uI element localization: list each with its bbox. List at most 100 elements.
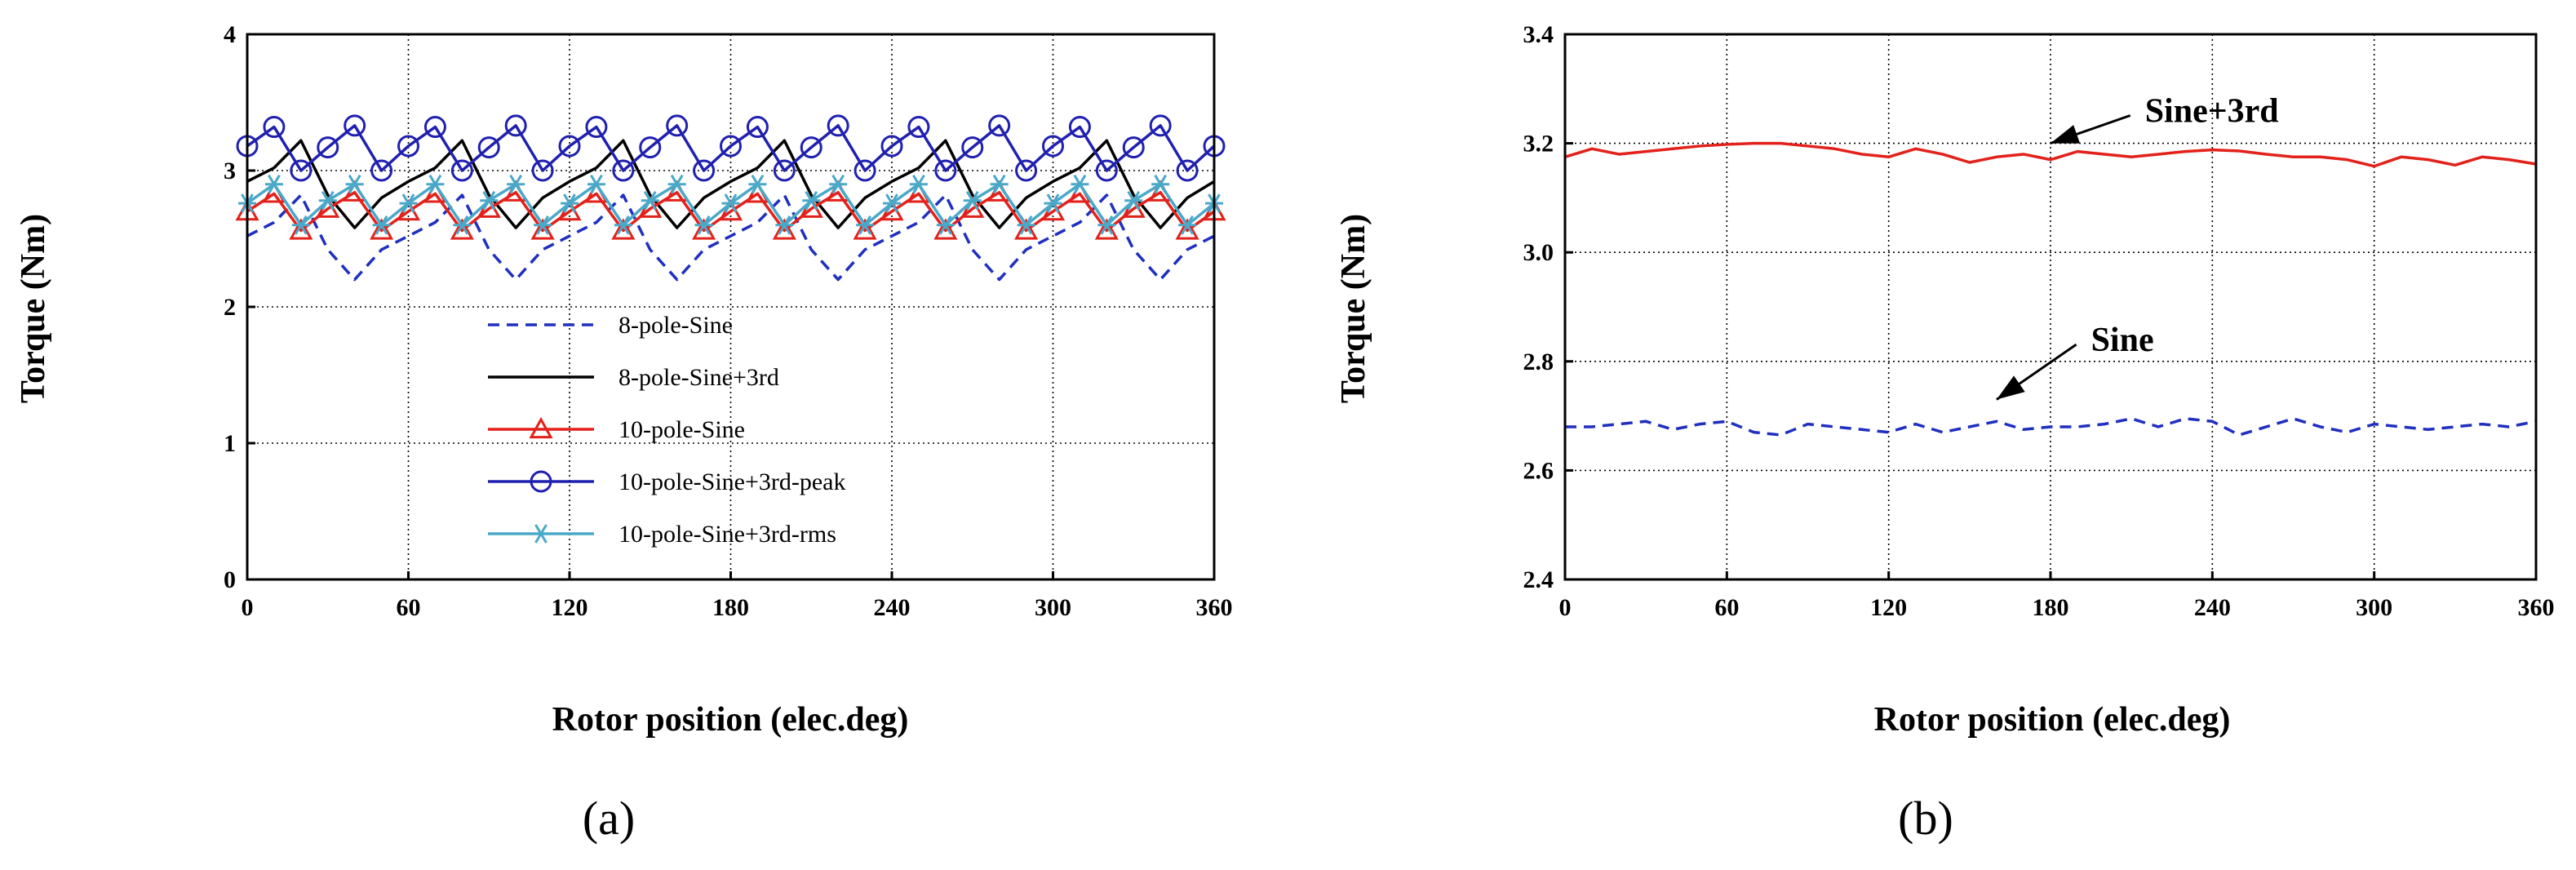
- data-point: [990, 174, 1009, 194]
- data-point: [530, 218, 555, 240]
- panel-b-x-axis-label: Rotor position (elec.deg): [1874, 701, 2231, 739]
- data-point: [1095, 159, 1118, 182]
- data-point: [720, 135, 742, 158]
- data-point: [963, 190, 982, 211]
- data-point: [1015, 159, 1038, 182]
- data-point: [936, 215, 955, 235]
- series-8-pole-sine-3rd: [246, 139, 1215, 229]
- series-line-sine-3rd: [1564, 141, 2537, 168]
- panel-a-chart: 0 60 120 180 240 300 360 0 1 2 3 4 Rotor position …: [15, 21, 1233, 739]
- legend-label: 10-pole-Sine+3rd-rms: [619, 521, 836, 548]
- panel-a-y-axis-label: Torque (Nm): [15, 214, 52, 403]
- y-tick-label: 4: [224, 21, 236, 48]
- series-8-pole-sine: [246, 193, 1215, 282]
- y-tick-label: 2: [224, 294, 236, 321]
- series-line-10-pole-sine-3rd-peak: [246, 124, 1216, 172]
- x-tick-label: 240: [874, 594, 911, 621]
- panel-a-grid: [247, 34, 1214, 579]
- data-point: [370, 159, 393, 182]
- data-point: [561, 193, 579, 213]
- data-point: [800, 136, 822, 159]
- data-point: [1149, 114, 1172, 137]
- annotation-arrowhead: [2051, 125, 2081, 144]
- data-point: [1044, 193, 1062, 213]
- panel-a-plot-frame: [246, 33, 1216, 581]
- y-tick-label: 2.8: [1523, 348, 1554, 375]
- panel-b-grid: [1565, 34, 2536, 579]
- data-point: [450, 159, 473, 182]
- legend-label: 10-pole-Sine: [619, 416, 745, 443]
- y-tick-label: 0: [224, 566, 236, 593]
- y-tick-label: 1: [224, 430, 236, 457]
- data-point: [775, 215, 794, 235]
- data-point: [290, 159, 313, 182]
- data-point: [746, 116, 769, 139]
- data-point: [344, 114, 366, 137]
- y-tick-label: 3.0: [1523, 239, 1554, 266]
- data-point: [802, 190, 821, 211]
- annotation-sine: Sine: [1996, 322, 2154, 401]
- x-tick-label: 180: [2033, 594, 2069, 621]
- data-point: [772, 218, 796, 240]
- data-point: [370, 218, 394, 240]
- series-line-10-pole-sine: [246, 190, 1216, 233]
- x-tick-label: 0: [1559, 594, 1572, 621]
- data-point: [423, 116, 446, 139]
- y-tick-label: 3.2: [1523, 131, 1554, 158]
- data-point: [829, 174, 848, 194]
- x-tick-label: 120: [552, 594, 588, 621]
- series-10-pole-sine-3rd-peak: [236, 114, 1226, 182]
- annotation-sine-3rd: Sine+3rd: [2050, 93, 2279, 145]
- data-point: [1176, 159, 1199, 182]
- y-tick-label: 3.4: [1523, 21, 1554, 48]
- legend-marker: [529, 416, 553, 439]
- legend-marker: [530, 470, 552, 493]
- panel-b-chart: 0 60 120 180 240 300 360 2.4 2.6 2.8 3.0 3.2 3.4 Ro…: [1335, 21, 2555, 739]
- panel-b-label: (b): [1898, 792, 1953, 845]
- data-point: [397, 135, 419, 158]
- panel-a-label: (a): [583, 792, 635, 845]
- data-point: [773, 159, 796, 182]
- legend-item-10-pole-sine-3rd-rms: 10-pole-Sine+3rd-rms: [488, 521, 836, 548]
- data-point: [1122, 136, 1145, 159]
- x-tick-label: 360: [1196, 594, 1233, 621]
- data-point: [853, 218, 877, 240]
- series-sine: [1565, 417, 2537, 437]
- data-point: [372, 215, 391, 235]
- data-point: [641, 190, 659, 211]
- data-point: [853, 159, 876, 182]
- series-line-8-pole-sine: [246, 193, 1215, 282]
- data-point: [1097, 215, 1116, 235]
- y-tick-label: 3: [224, 158, 236, 184]
- legend-label: 10-pole-Sine+3rd-peak: [619, 468, 846, 495]
- data-point: [909, 174, 928, 194]
- panel-b-plot-frame: [1563, 33, 2538, 581]
- x-tick-label: 60: [397, 594, 421, 621]
- data-point: [856, 215, 875, 235]
- data-point: [614, 215, 632, 235]
- panel-a-x-axis-label: Rotor position (elec.deg): [552, 701, 909, 739]
- legend-marker: [532, 524, 550, 544]
- data-point: [907, 116, 930, 139]
- series-line-8-pole-sine-3rd: [246, 139, 1215, 229]
- series-line-sine: [1565, 417, 2537, 437]
- data-point: [961, 136, 984, 159]
- data-point: [721, 193, 740, 213]
- x-tick-label: 300: [2356, 594, 2392, 621]
- data-point: [1094, 218, 1119, 240]
- data-point: [477, 136, 500, 159]
- data-point: [883, 193, 901, 213]
- y-tick-label: 2.6: [1523, 457, 1554, 484]
- legend-item-8-pole-sine: 8-pole-Sine: [488, 312, 733, 339]
- data-point: [1124, 190, 1143, 211]
- x-tick-label: 300: [1035, 594, 1071, 621]
- data-point: [694, 215, 713, 235]
- data-point: [534, 215, 552, 235]
- data-point: [289, 218, 313, 240]
- x-tick-label: 60: [1714, 594, 1739, 621]
- x-tick-label: 120: [1870, 594, 1907, 621]
- data-point: [453, 215, 472, 235]
- panel-b-y-ticks: 2.4 2.6 2.8 3.0 3.2 3.4: [1523, 21, 1573, 593]
- data-point: [1068, 116, 1091, 139]
- x-tick-label: 180: [712, 594, 749, 621]
